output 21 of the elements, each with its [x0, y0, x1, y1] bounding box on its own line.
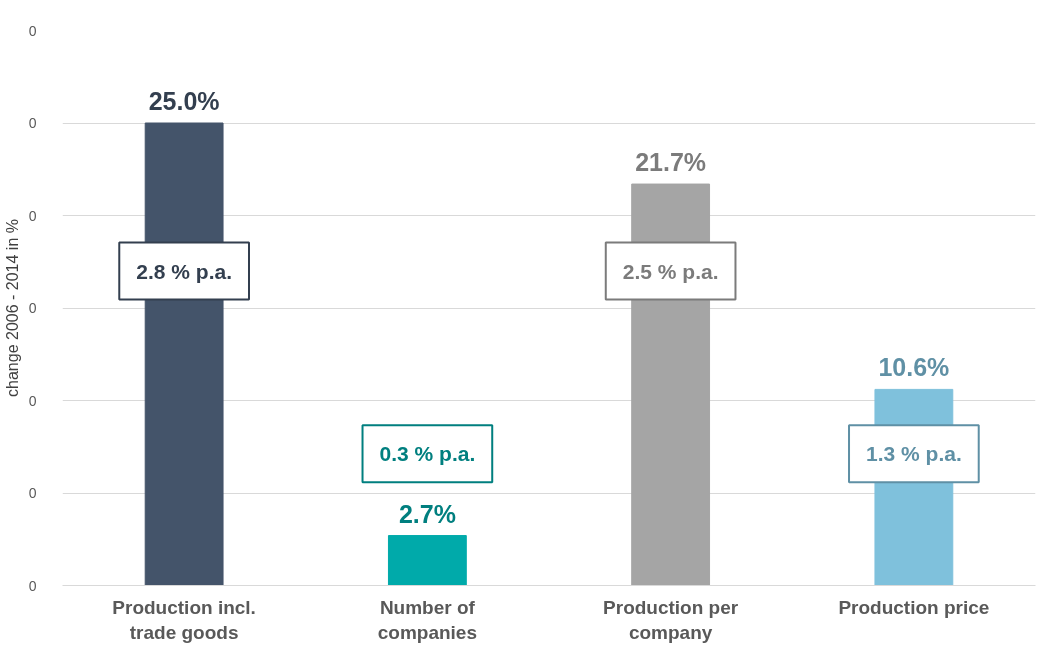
text: 0: [28, 207, 37, 224]
annotation: 2.8 % p.a.: [136, 259, 232, 283]
y-axis-title: change 2006 - 2014 in %: [3, 219, 21, 397]
x-tick-label: Production price: [838, 596, 990, 618]
annotation: 2.5 % p.a.: [622, 259, 719, 283]
text: 0: [28, 22, 37, 39]
bar: [387, 535, 467, 586]
annotation: 1.3 % p.a.: [866, 442, 962, 466]
annotation: 0.3 % p.a.: [379, 442, 476, 466]
x-tick-label: Production per company: [603, 596, 739, 643]
text: 0: [28, 485, 37, 501]
data-label: 21.7%: [635, 148, 707, 177]
x-tick-label: Production incl. trade goods: [112, 596, 256, 643]
data-label: 25.0%: [148, 87, 220, 115]
text: 0: [28, 392, 37, 409]
x-tick-label: Number of companies: [377, 596, 478, 643]
data-label: 10.6%: [878, 353, 950, 382]
data-label: 2.7%: [398, 499, 456, 528]
text: 0: [28, 577, 37, 594]
text: 0: [28, 300, 37, 316]
text: 0: [28, 115, 37, 131]
